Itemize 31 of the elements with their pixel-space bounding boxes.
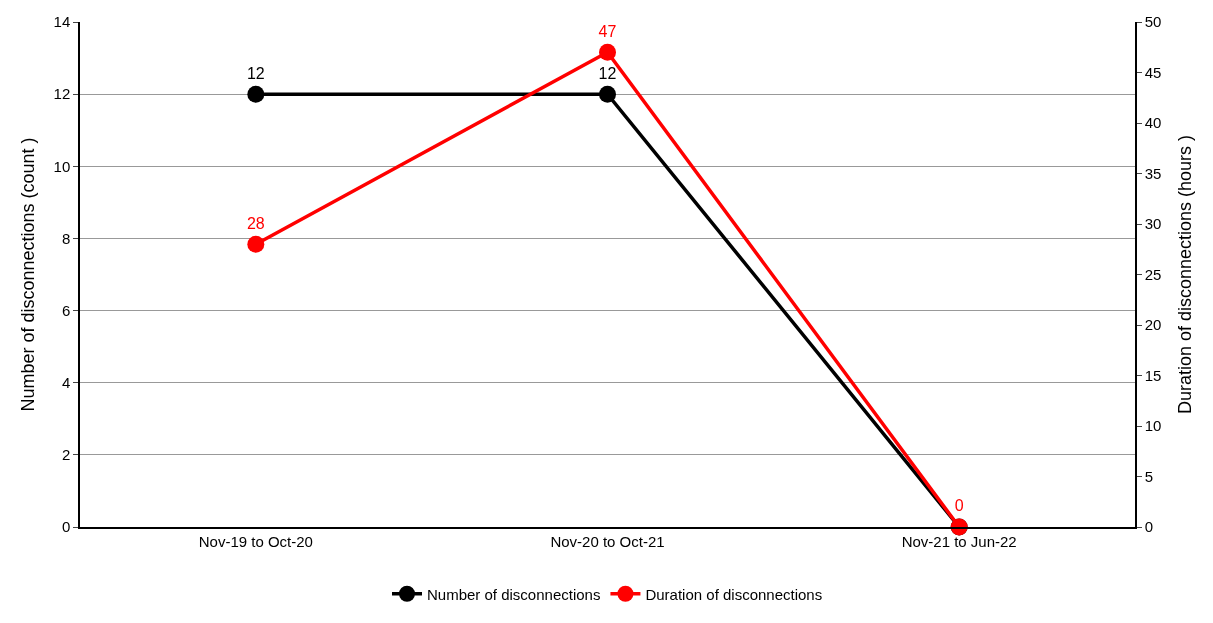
data-label: 12 — [246, 64, 265, 82]
y2-tick-label: 50 — [1144, 13, 1162, 31]
y2-tick-label: 25 — [1144, 265, 1162, 283]
y-axis-title: Number of disconnections (count ) — [17, 137, 38, 412]
y2-tick-label: 15 — [1144, 366, 1162, 384]
y2-tick-label: 5 — [1144, 467, 1154, 485]
y2-tick-label: 0 — [1144, 518, 1154, 536]
y-tick-label: 4 — [61, 373, 71, 391]
y2-axis-title: Duration of disconnections (hours ) — [1174, 134, 1195, 415]
y2-tick-label: 20 — [1144, 316, 1162, 334]
legend-label: Duration of disconnections — [645, 585, 823, 603]
y2-tick-label: 10 — [1144, 417, 1162, 435]
y-tick-label: 8 — [61, 229, 71, 247]
y-tick-label: 14 — [53, 13, 71, 31]
y-tick-label: 0 — [61, 518, 71, 536]
y2-tick-label: 40 — [1144, 114, 1162, 132]
y2-tick-label: 30 — [1144, 215, 1162, 233]
data-label: 28 — [246, 214, 265, 232]
y2-tick-label: 45 — [1144, 63, 1162, 81]
y-tick-label: 10 — [53, 157, 71, 175]
x-tick-label: Nov-20 to Oct-21 — [550, 532, 665, 550]
y-tick-label: 2 — [61, 446, 71, 464]
y2-tick-label: 35 — [1144, 164, 1162, 182]
data-label: 12 — [598, 64, 617, 82]
x-tick-label: Nov-19 to Oct-20 — [198, 532, 313, 550]
data-label: 47 — [598, 22, 617, 40]
y-tick-label: 6 — [61, 301, 71, 319]
x-tick-label: Nov-21 to Jun-22 — [901, 532, 1017, 550]
data-label: 0 — [954, 497, 964, 515]
y-tick-label: 12 — [53, 85, 71, 103]
legend-label: Number of disconnections — [427, 585, 601, 603]
